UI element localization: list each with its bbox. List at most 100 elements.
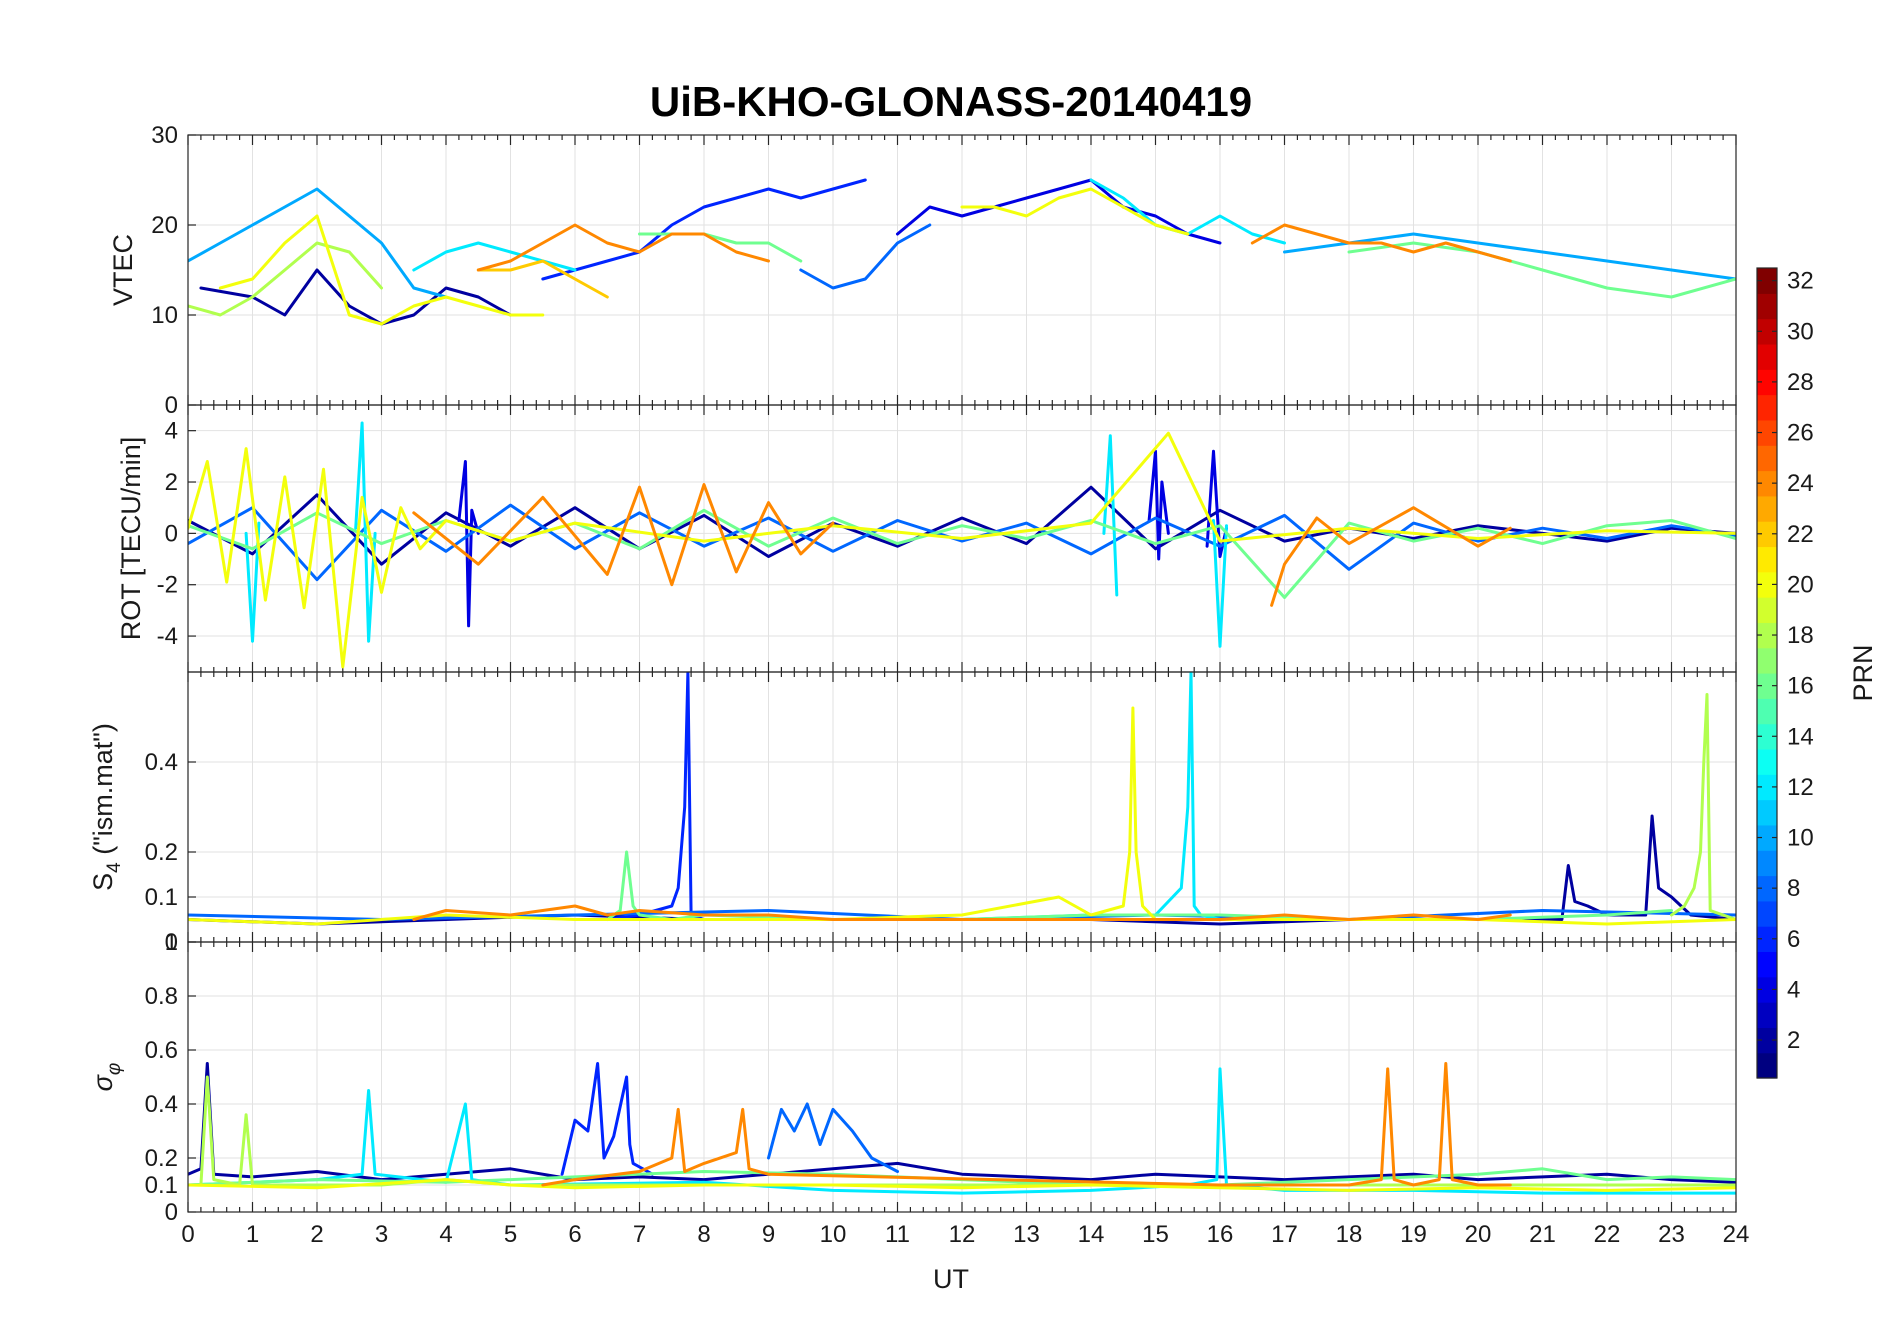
y-tick-label: -4: [157, 623, 178, 650]
x-tick-label: 18: [1336, 1221, 1363, 1248]
x-axis-label: UT: [933, 1264, 969, 1294]
y-tick-label: 4: [165, 418, 178, 445]
y-tick-label: -2: [157, 572, 178, 599]
y-tick-label: 0: [165, 392, 178, 419]
colorbar-segment: [1757, 900, 1777, 927]
rot-series-prn-20: [188, 431, 1736, 669]
colorbar-segment: [1757, 470, 1777, 497]
x-tick-label: 17: [1271, 1221, 1298, 1248]
colorbar-segment: [1757, 571, 1777, 598]
y-tick-label: 0.6: [145, 1037, 178, 1064]
vtec-series-prn-8: [799, 223, 932, 290]
s4-series-prn-24: [412, 904, 1512, 921]
x-tick-label: 1: [246, 1221, 259, 1248]
colorbar-segment: [1757, 723, 1777, 750]
y-tick-label: 0.1: [145, 1172, 178, 1199]
vtec-series-prn-10: [1283, 232, 1736, 281]
colorbar-tick-label: 18: [1787, 622, 1814, 649]
colorbar-segment: [1757, 774, 1777, 801]
x-tick-label: 12: [949, 1221, 976, 1248]
y-tick-label: 0.4: [145, 1091, 178, 1118]
x-tick-label: 10: [820, 1221, 847, 1248]
vtec-series-prn-4: [896, 178, 1222, 245]
colorbar-tick-label: 2: [1787, 1027, 1800, 1054]
colorbar-tick-label: 10: [1787, 825, 1814, 852]
y-axis-label-vtec: VTEC: [108, 234, 138, 306]
colorbar-segment: [1757, 1027, 1777, 1054]
vtec-series-prn-6: [541, 178, 867, 281]
x-tick-label: 6: [568, 1221, 581, 1248]
colorbar-segment: [1757, 647, 1777, 674]
colorbar-segment: [1757, 521, 1777, 548]
colorbar-segment: [1757, 799, 1777, 826]
y-tick-label: 0: [165, 929, 178, 956]
x-tick-label: 23: [1658, 1221, 1685, 1248]
vtec-series-prn-22: [476, 259, 609, 299]
colorbar-segment: [1757, 445, 1777, 472]
colorbar-segment: [1757, 850, 1777, 877]
vtec-series-prn-20: [218, 214, 545, 326]
chart-title: UiB-KHO-GLONASS-20140419: [650, 78, 1252, 125]
colorbar-segment: [1757, 875, 1777, 902]
y-tick-label: 0.4: [145, 749, 178, 776]
y-tick-label: 0: [165, 520, 178, 547]
y-tick-label: 0.2: [145, 839, 178, 866]
colorbar-segment: [1757, 343, 1777, 370]
colorbar-segment: [1757, 926, 1777, 953]
colorbar-tick-label: 16: [1787, 673, 1814, 700]
sigma-series-prn-8: [767, 1102, 899, 1173]
colorbar-segment: [1757, 698, 1777, 725]
colorbar-tick-label: 22: [1787, 521, 1814, 548]
x-tick-label: 7: [633, 1221, 646, 1248]
y-tick-label: 30: [151, 122, 178, 149]
y-tick-label: 0.2: [145, 1145, 178, 1172]
colorbar-segment: [1757, 951, 1777, 978]
colorbar-segment: [1757, 597, 1777, 623]
rot-series-prn-8: [188, 503, 1736, 582]
vtec-series-prn-24: [476, 223, 770, 272]
colorbar-segment: [1757, 293, 1777, 320]
vtec-series-prn-20: [960, 187, 1190, 236]
sigma-series-prn-24: [541, 1062, 1512, 1187]
colorbar-segment: [1757, 622, 1777, 649]
rot-series-prn-4: [1205, 449, 1228, 558]
y-axis-label-s4: S4 ("ism.mat"): [88, 723, 125, 891]
vtec-series-group: [188, 178, 1736, 326]
y-axis-label-rot: ROT [TECU/min]: [116, 437, 146, 641]
vtec-series-prn-10: [188, 187, 448, 299]
vtec-series-prn-2: [199, 268, 512, 326]
vtec-series-prn-24: [1250, 223, 1512, 263]
colorbar-segment: [1757, 419, 1777, 446]
colorbar-frame: [1756, 267, 1778, 1079]
colorbar-segment: [1757, 546, 1777, 573]
x-tick-label: 11: [885, 1221, 910, 1248]
colorbar-tick-label: 4: [1787, 976, 1800, 1003]
sigma-axes-frame: [187, 941, 1737, 1213]
x-tick-label: 15: [1142, 1221, 1169, 1248]
colorbar-segment: [1757, 976, 1777, 1003]
colorbar-tick-label: 32: [1787, 268, 1814, 295]
y-tick-label: 0: [165, 1199, 178, 1226]
y-tick-label: 0.8: [145, 983, 178, 1010]
colorbar-segment: [1757, 1002, 1777, 1028]
x-tick-label: 19: [1400, 1221, 1427, 1248]
x-tick-label: 4: [439, 1221, 452, 1248]
x-tick-label: 2: [310, 1221, 323, 1248]
rot-series-prn-12: [1212, 519, 1228, 648]
y-tick-label: 20: [151, 212, 178, 239]
panel-rot: -4 -2 0 2 4 ROT [TECU/min]: [116, 404, 1737, 673]
s4-series-prn-18: [1670, 693, 1736, 921]
x-tick-label: 24: [1723, 1221, 1750, 1248]
colorbar-tick-label: 12: [1787, 774, 1814, 801]
x-tick-label: 21: [1529, 1221, 1556, 1248]
rot-series-prn-24: [1270, 506, 1512, 607]
colorbar-tick-label: 8: [1787, 875, 1800, 902]
x-tick-label: 22: [1594, 1221, 1621, 1248]
rot-series-group: [188, 421, 1736, 669]
colorbar-tick-label: 26: [1787, 420, 1814, 447]
x-tick-label: 16: [1207, 1221, 1234, 1248]
y-axis-label-sigma: σφ: [88, 1063, 125, 1092]
